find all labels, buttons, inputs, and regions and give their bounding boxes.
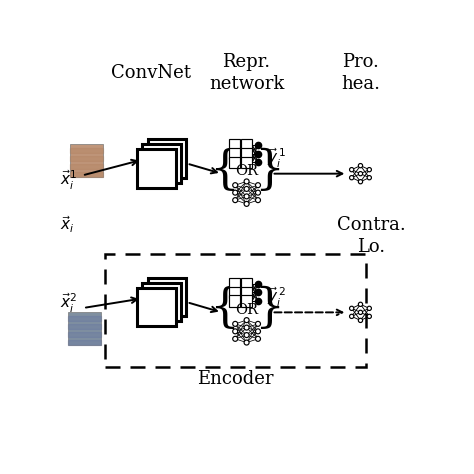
Text: $\vec{x}_i$: $\vec{x}_i$ bbox=[60, 214, 74, 235]
Circle shape bbox=[349, 306, 354, 310]
Text: $\vec{y}_i^{\,1}$: $\vec{y}_i^{\,1}$ bbox=[267, 147, 286, 170]
Circle shape bbox=[233, 329, 237, 334]
FancyBboxPatch shape bbox=[229, 287, 240, 298]
FancyBboxPatch shape bbox=[143, 283, 181, 321]
Circle shape bbox=[358, 180, 363, 184]
FancyBboxPatch shape bbox=[70, 145, 103, 177]
FancyBboxPatch shape bbox=[229, 278, 240, 289]
Circle shape bbox=[358, 310, 363, 314]
Circle shape bbox=[244, 325, 249, 330]
FancyBboxPatch shape bbox=[240, 157, 252, 168]
FancyBboxPatch shape bbox=[137, 288, 176, 327]
Polygon shape bbox=[68, 316, 101, 321]
Circle shape bbox=[244, 333, 249, 337]
Circle shape bbox=[244, 194, 249, 199]
Circle shape bbox=[255, 337, 261, 341]
FancyBboxPatch shape bbox=[147, 139, 186, 177]
Circle shape bbox=[233, 198, 237, 202]
Circle shape bbox=[244, 340, 249, 345]
Circle shape bbox=[367, 167, 372, 172]
Circle shape bbox=[244, 179, 249, 184]
Text: Repr.
network: Repr. network bbox=[209, 53, 284, 93]
Text: $\vec{y}_i^{\,2}$: $\vec{y}_i^{\,2}$ bbox=[267, 285, 286, 309]
Circle shape bbox=[255, 198, 261, 202]
Circle shape bbox=[255, 329, 261, 334]
Circle shape bbox=[233, 321, 237, 326]
Text: ConvNet: ConvNet bbox=[111, 64, 191, 82]
Circle shape bbox=[358, 164, 363, 168]
Text: OR: OR bbox=[235, 164, 258, 179]
FancyBboxPatch shape bbox=[240, 295, 252, 307]
FancyBboxPatch shape bbox=[68, 312, 101, 345]
Circle shape bbox=[358, 302, 363, 307]
FancyBboxPatch shape bbox=[229, 139, 240, 151]
Text: }: } bbox=[254, 147, 284, 192]
Circle shape bbox=[244, 201, 249, 206]
Polygon shape bbox=[70, 172, 103, 177]
Text: {: { bbox=[210, 286, 240, 331]
Circle shape bbox=[367, 306, 372, 310]
Text: $\vec{x}_i^1$: $\vec{x}_i^1$ bbox=[60, 169, 77, 192]
Circle shape bbox=[349, 175, 354, 180]
FancyBboxPatch shape bbox=[137, 149, 176, 188]
FancyBboxPatch shape bbox=[240, 139, 252, 151]
Text: Contra.
Lo.: Contra. Lo. bbox=[337, 216, 406, 256]
Text: Pro.
hea.: Pro. hea. bbox=[341, 53, 380, 93]
Text: Encoder: Encoder bbox=[197, 370, 274, 388]
Polygon shape bbox=[68, 324, 101, 329]
Circle shape bbox=[349, 167, 354, 172]
FancyBboxPatch shape bbox=[240, 287, 252, 298]
Circle shape bbox=[244, 318, 249, 323]
Circle shape bbox=[349, 314, 354, 319]
FancyBboxPatch shape bbox=[229, 295, 240, 307]
FancyBboxPatch shape bbox=[229, 157, 240, 168]
Text: {: { bbox=[210, 147, 240, 192]
Text: $\vec{x}_i^2$: $\vec{x}_i^2$ bbox=[60, 292, 77, 315]
FancyBboxPatch shape bbox=[229, 148, 240, 159]
Circle shape bbox=[255, 321, 261, 326]
Polygon shape bbox=[68, 340, 101, 345]
Circle shape bbox=[244, 186, 249, 191]
Circle shape bbox=[367, 175, 372, 180]
Circle shape bbox=[358, 318, 363, 322]
FancyBboxPatch shape bbox=[143, 144, 181, 182]
Polygon shape bbox=[70, 164, 103, 169]
Circle shape bbox=[233, 190, 237, 195]
Circle shape bbox=[367, 314, 372, 319]
Text: }: } bbox=[254, 286, 284, 331]
Polygon shape bbox=[70, 156, 103, 161]
Circle shape bbox=[255, 190, 261, 195]
Circle shape bbox=[233, 182, 237, 188]
FancyBboxPatch shape bbox=[240, 148, 252, 159]
FancyBboxPatch shape bbox=[240, 278, 252, 289]
Circle shape bbox=[233, 337, 237, 341]
Circle shape bbox=[358, 172, 363, 176]
Circle shape bbox=[255, 182, 261, 188]
FancyBboxPatch shape bbox=[147, 278, 186, 316]
Text: OR: OR bbox=[235, 303, 258, 317]
Polygon shape bbox=[70, 148, 103, 153]
Polygon shape bbox=[68, 332, 101, 337]
